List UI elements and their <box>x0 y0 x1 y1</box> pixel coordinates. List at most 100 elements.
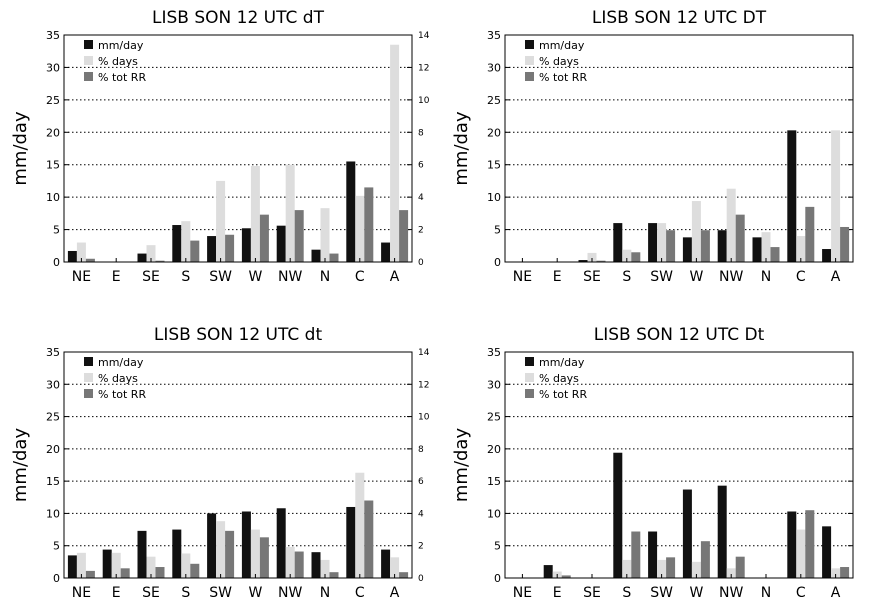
x-tick-label: E <box>553 585 562 601</box>
x-tick-label: A <box>390 269 400 285</box>
y-tick-label: 20 <box>46 126 60 139</box>
x-tick-label: NW <box>278 585 302 601</box>
bar-mm-day <box>241 228 251 262</box>
y-tick-label: 30 <box>46 378 60 391</box>
x-tick-label: NE <box>72 585 91 601</box>
y-tick-label: 0 <box>494 572 501 585</box>
legend-label: mm/day <box>539 39 585 52</box>
bar-mm-day <box>311 552 321 578</box>
bar--days <box>285 547 295 578</box>
chart-panel-4: LISB SON 12 UTC Dt mm/day 0 5 10 15 20 25 30 35 NE… <box>443 300 887 606</box>
bar--tot-rr <box>155 260 165 262</box>
legend-label: % tot RR <box>98 388 146 401</box>
legend-swatch <box>525 357 534 366</box>
bar--tot-rr <box>700 230 710 262</box>
bar--tot-rr <box>259 537 269 578</box>
x-tick-label: A <box>831 269 841 285</box>
x-tick-label: N <box>761 269 771 285</box>
legend-swatch <box>525 72 534 81</box>
bar--days <box>796 529 806 578</box>
plot-frame <box>504 34 854 263</box>
legend-label: % days <box>539 55 579 68</box>
chart-svg-4: LISB SON 12 UTC Dtmm/day05101520253035NE… <box>451 325 854 601</box>
legend-swatch <box>525 373 534 382</box>
legend-swatch <box>84 373 93 382</box>
bar--days <box>622 249 632 262</box>
y-tick-label: 5 <box>494 540 501 553</box>
y-tick-label: 20 <box>46 443 60 456</box>
bar--tot-rr <box>190 563 200 578</box>
y-tick-label: 10 <box>487 191 501 204</box>
bar--tot-rr <box>329 253 339 262</box>
chart-title: LISB SON 12 UTC dT <box>152 8 325 28</box>
bar-mm-day <box>172 529 182 578</box>
y-tick-label: 5 <box>53 540 60 553</box>
bar-mm-day <box>276 225 286 262</box>
bar--tot-rr <box>399 210 409 262</box>
legend-swatch <box>84 56 93 65</box>
bar-mm-day <box>137 253 147 262</box>
bar-mm-day <box>787 130 797 262</box>
bar--tot-rr <box>735 214 745 262</box>
chart-title: LISB SON 12 UTC dt <box>154 325 323 345</box>
bar--days <box>726 568 736 578</box>
x-tick-label: E <box>553 269 562 285</box>
bar--days <box>111 552 121 578</box>
y-tick-label: 10 <box>487 507 501 520</box>
bar--days <box>285 164 295 262</box>
bar--days <box>796 236 806 262</box>
bar-mm-day <box>822 249 832 262</box>
bar--tot-rr <box>190 240 200 262</box>
x-tick-label: SE <box>142 269 160 285</box>
x-tick-label: W <box>689 269 703 285</box>
bar--tot-rr <box>805 206 815 262</box>
bar--days <box>320 208 330 262</box>
chart-panel-3: LISB SON 12 UTC dt mm/day 0 5 10 15 20 25 30 35 0 2… <box>0 300 443 606</box>
bar--days <box>831 568 841 578</box>
bar-mm-day <box>172 225 182 262</box>
legend-label: % tot RR <box>98 71 146 84</box>
x-tick-label: SW <box>209 585 232 601</box>
bar-mm-day <box>578 260 588 262</box>
x-tick-label: N <box>320 269 330 285</box>
y2-tick-label: 8 <box>418 128 424 138</box>
y2-tick-label: 4 <box>418 509 424 519</box>
bar--days <box>831 130 841 262</box>
y-tick-label: 0 <box>53 572 60 585</box>
chart-panel-1: LISB SON 12 UTC dT mm/day 0 5 10 15 20 25 30 35 0 2… <box>0 0 443 300</box>
bar--days <box>390 557 400 578</box>
bar-mm-day <box>67 555 77 578</box>
y-axis-label: mm/day <box>10 428 31 503</box>
x-tick-label: W <box>689 585 703 601</box>
y2-tick-label: 12 <box>418 63 429 73</box>
bar-mm-day <box>67 250 77 262</box>
y2-tick-label: 6 <box>418 477 424 487</box>
x-tick-label: SE <box>142 585 160 601</box>
bar--tot-rr <box>666 557 676 578</box>
bar--tot-rr <box>631 531 641 578</box>
bar--days <box>181 553 191 578</box>
legend-label: % days <box>98 372 138 385</box>
legend-label: % tot RR <box>539 71 587 84</box>
y-tick-label: 5 <box>53 224 60 237</box>
x-tick-label: SE <box>583 585 601 601</box>
x-tick-label: NW <box>719 585 743 601</box>
bar-mm-day <box>682 489 692 578</box>
x-tick-label: NE <box>72 269 91 285</box>
bar--days <box>146 245 156 262</box>
bar-mm-day <box>346 506 356 578</box>
bar-mm-day <box>682 237 692 262</box>
x-tick-label: NW <box>278 269 302 285</box>
y-tick-label: 20 <box>487 443 501 456</box>
x-tick-label: S <box>181 269 190 285</box>
y-tick-label: 35 <box>46 346 60 359</box>
x-tick-label: A <box>390 585 400 601</box>
y-axis-label: mm/day <box>451 428 472 503</box>
x-tick-label: SE <box>583 269 601 285</box>
chart-svg-3: LISB SON 12 UTC dt mm/day 0 5 10 15 20 25 30 35 0 2… <box>10 325 430 601</box>
legend-label: mm/day <box>98 356 144 369</box>
x-tick-label: W <box>248 585 262 601</box>
y-tick-label: 25 <box>487 411 501 424</box>
x-tick-label: C <box>355 269 365 285</box>
